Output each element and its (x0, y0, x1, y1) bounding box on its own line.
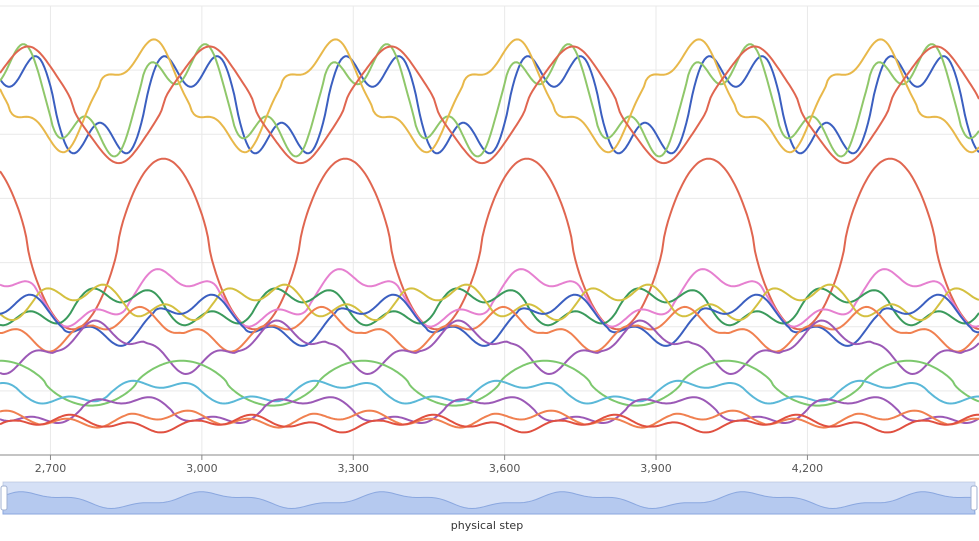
x-tick-label: 3,000 (186, 462, 218, 475)
series-line (0, 305, 979, 353)
data-zoom-slider[interactable] (0, 481, 978, 515)
series-line (0, 268, 979, 328)
x-tick-label: 3,900 (640, 462, 672, 475)
data-zoom-handle-left[interactable] (0, 485, 8, 511)
data-zoom-handle-right[interactable] (970, 485, 978, 511)
series-line (0, 283, 979, 322)
x-tick-label: 4,200 (792, 462, 824, 475)
series-line (0, 157, 979, 331)
series-line (0, 319, 979, 375)
series-line (0, 38, 979, 154)
grid-lines (0, 5, 979, 456)
data-zoom-selection[interactable] (3, 482, 975, 514)
x-tick-labels: 2,700 3,000 3,300 3,600 3,900 4,200 (35, 455, 823, 475)
series-line (0, 359, 979, 407)
series-line (0, 396, 979, 424)
series-layer (0, 38, 979, 434)
series-line (0, 409, 979, 429)
series-line (0, 379, 979, 405)
series-line (0, 413, 979, 434)
series-line (0, 43, 979, 158)
data-zoom-preview-area (2, 491, 976, 515)
x-axis-title: physical step (451, 519, 523, 532)
x-tick-label: 3,600 (489, 462, 521, 475)
x-tick-label: 3,300 (337, 462, 369, 475)
series-line (0, 45, 979, 165)
x-tick-label: 2,700 (35, 462, 67, 475)
